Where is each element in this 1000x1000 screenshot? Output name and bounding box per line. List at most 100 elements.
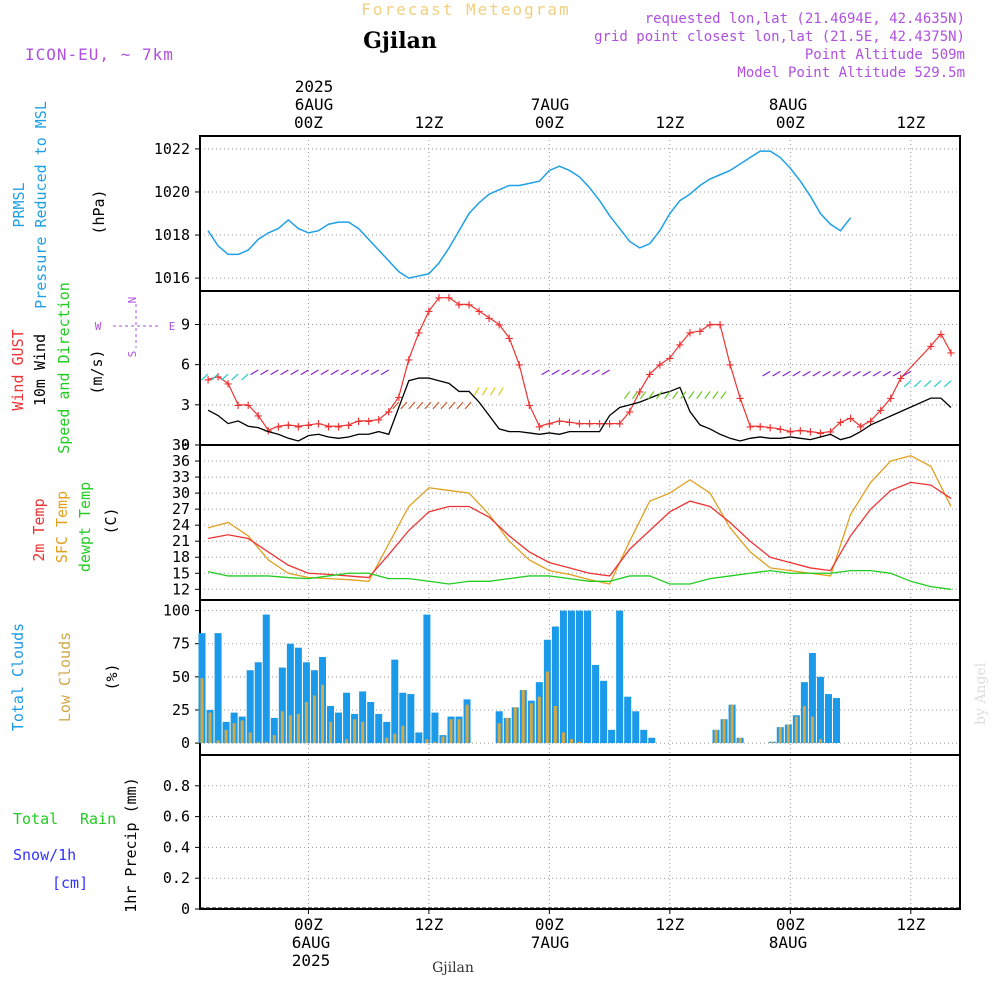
y-tick-label: 1022 [154,140,190,158]
total-cloud-bar [246,670,254,744]
y-tick-label: 30 [172,484,190,502]
p2-label-unit: (m/s) [88,349,106,394]
wind-arrow-icon [720,391,727,400]
gust-marker: + [575,417,583,433]
panel-frame [199,754,961,910]
wind-arrow-icon [648,391,655,400]
p2-label-wind: 10m Wind [31,334,49,406]
total-cloud-bar [592,664,600,744]
y-tick-label: 6 [181,356,190,374]
wind-arrow-icon [490,387,496,396]
gust-marker: + [716,317,724,333]
wind-arrow-icon [762,370,771,377]
low-cloud-bar [505,717,509,744]
panel-frame [199,135,961,292]
y-tick-label: 21 [172,532,190,550]
gust-marker: + [726,358,734,374]
top-date-label-1: 6AUG [295,95,334,114]
gust-marker: + [666,351,674,367]
gust-marker: + [605,417,613,433]
wind-arrow-icon [832,370,841,377]
low-cloud-bar [248,732,252,744]
wind-arrow-icon [280,369,289,376]
wind-arrow-icon [872,370,881,377]
wind-arrow-icon [392,401,400,410]
gust-marker: + [354,414,362,430]
gust-marker: + [234,398,242,414]
gust-marker: + [405,352,413,368]
wind-arrow-icon [300,369,309,376]
wind-arrow-icon [772,370,781,377]
wind-arrow-icon [310,369,319,376]
gust-marker: + [646,367,654,383]
gust-marker: + [545,417,553,433]
y-tick-label: 27 [172,500,190,518]
gust-marker: + [415,326,423,342]
low-cloud-bar [818,739,822,744]
gust-marker: + [766,421,774,437]
wind-arrow-icon [551,369,560,376]
gust-marker: + [465,297,473,313]
wind-arrow-icon [200,373,209,381]
gust-line [207,297,952,434]
wind-arrow-icon [623,391,631,400]
wind-arrow-icon [680,391,687,400]
wind-arrow-icon [432,401,440,410]
wind-arrow-icon [923,380,932,388]
gust-marker: + [696,324,704,340]
gust-marker: + [806,425,814,441]
gust-marker: + [515,358,523,374]
bottom-year-label: 2025 [292,951,331,970]
y-tick-label: 0.6 [163,808,190,826]
low-cloud-bar [794,716,798,744]
gust-marker: + [776,422,784,438]
total-cloud-bar [608,729,616,744]
top-tick-label: 00Z [294,113,323,132]
wind-arrow-icon [656,391,663,400]
panel-5: 0 0.2 0.4 0.6 0.8 [163,754,961,918]
wind-arrow-icon [712,391,719,400]
top-tick-label: 12Z [655,113,684,132]
p5-label-rain: Rain [80,810,116,828]
y-tick-label: 39 [172,436,190,454]
wind-arrow-icon [792,370,801,377]
compass-icon: N W E S [95,297,176,358]
wind-arrow-icon [812,370,821,377]
y-tick-label: 1020 [154,183,190,201]
y-tick-label: 18 [172,548,190,566]
bottom-date-label-3: 8AUG [769,933,808,952]
wind-arrow-icon [400,401,408,410]
wind-arrow-icon [561,369,570,376]
wind-arrow-icon [802,370,811,377]
location-title: Gjilan [363,28,437,54]
p4-label-unit: (%) [103,663,121,690]
gust-marker: + [314,417,322,433]
low-cloud-bar [353,719,357,744]
bottom-tick-label: 00Z [535,915,564,934]
total-cloud-bar [262,614,270,744]
wind-arrow-icon [211,373,219,381]
total-cloud-bar [415,732,423,744]
wind-arrow-icon [360,369,369,376]
gust-marker: + [525,398,533,414]
gust-marker: + [636,384,644,400]
y-tick-label: 3 [181,396,190,414]
low-cloud-bar [224,729,228,744]
low-cloud-bar [401,725,405,744]
total-cloud-bar [359,691,367,744]
low-cloud-bar [256,741,260,744]
gust-marker: + [565,415,573,431]
total-cloud-bar [632,711,640,744]
low-cloud-bar [240,720,244,744]
gust-marker: + [786,425,794,441]
p4-label-total: Total Clouds [9,623,27,731]
gust-marker: + [274,419,282,435]
gust-marker: + [555,414,563,430]
p3-label-t2m: 2m Temp [30,498,48,561]
p5-label-snow: Snow/1h [13,846,76,864]
wind-arrow-icon [424,401,432,410]
low-cloud-bar [312,695,316,744]
y-tick-label: 25 [172,701,190,719]
gust-marker: + [445,291,453,307]
